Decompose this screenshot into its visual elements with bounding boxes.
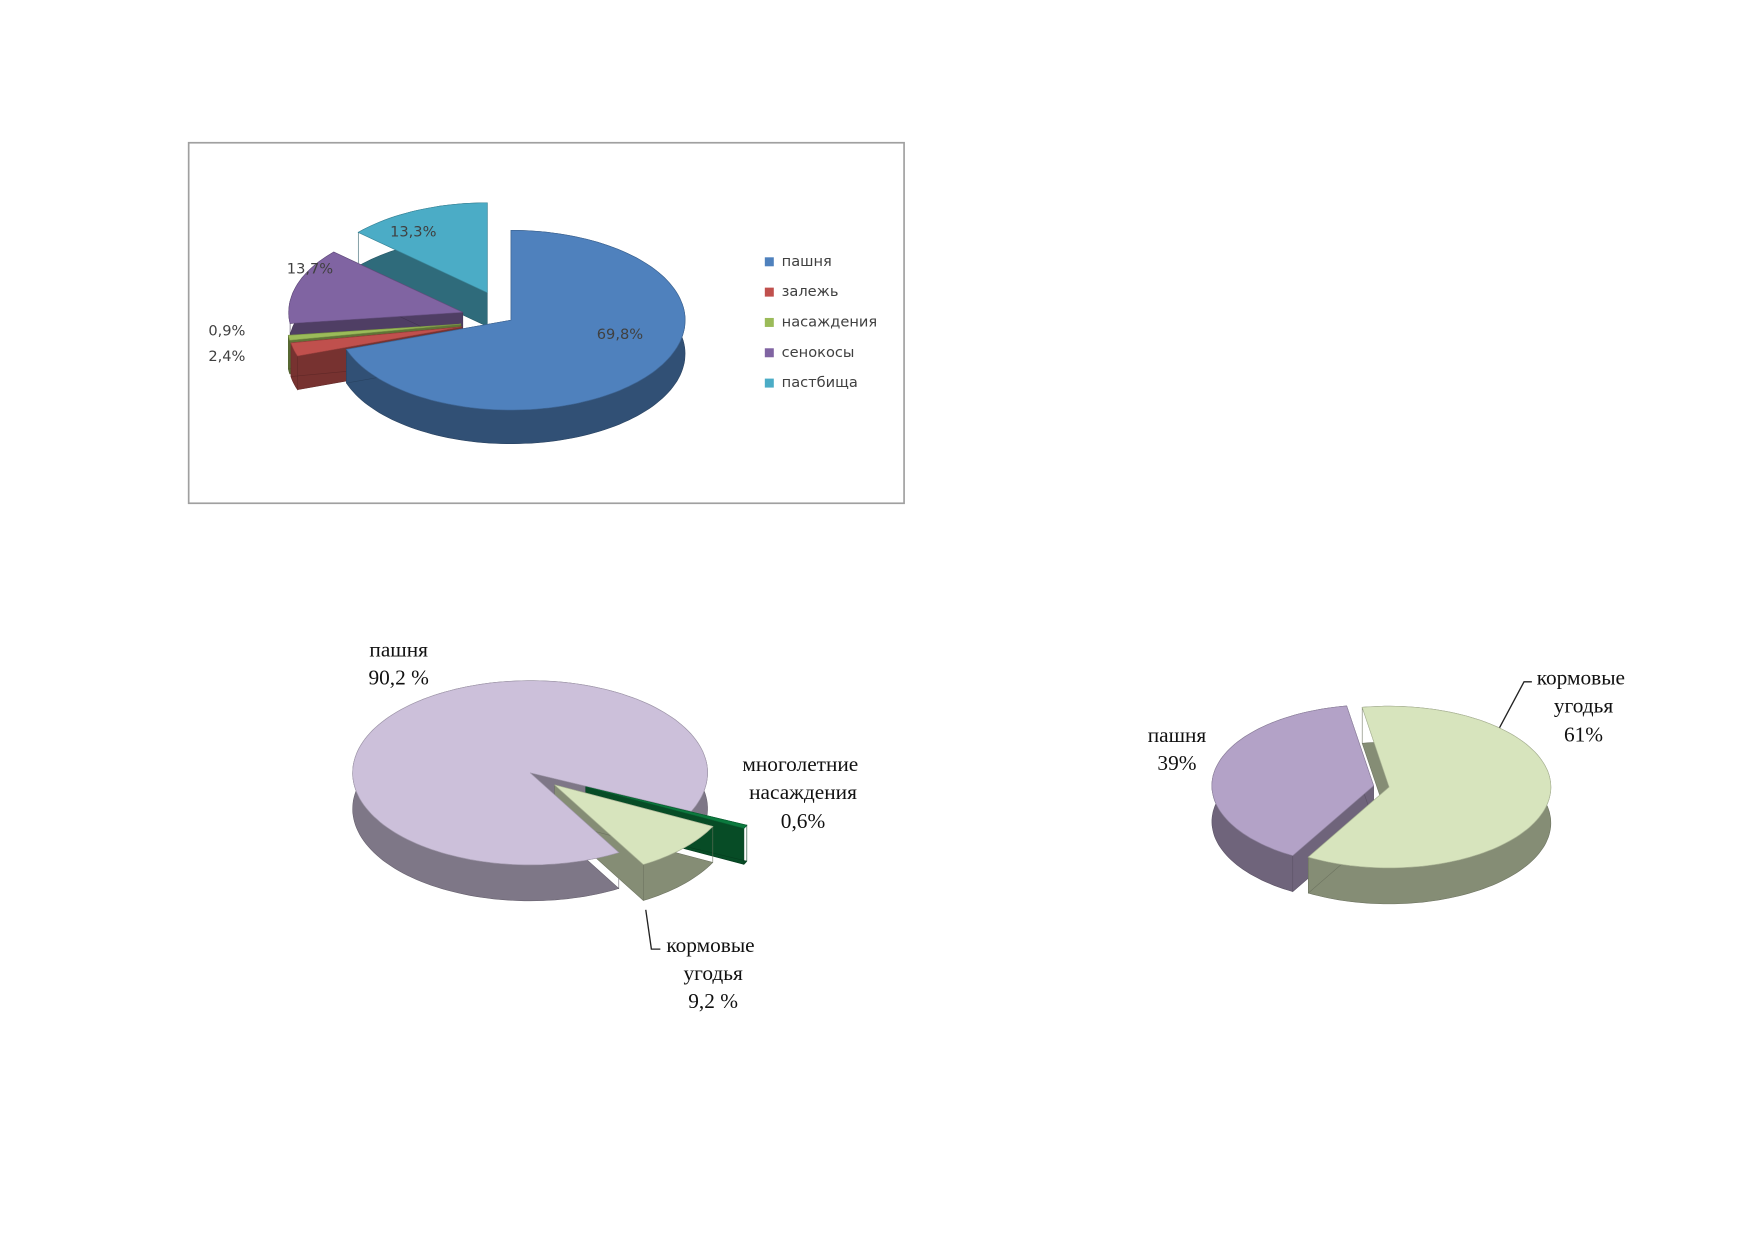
pie-slice (287, 323, 462, 341)
category-label: пашня (1148, 723, 1207, 747)
legend-label: пастбища (782, 374, 858, 391)
legend-marker (764, 378, 774, 388)
value-label: 13,7% (287, 261, 333, 278)
leader-line (1496, 681, 1532, 733)
pie-slice (554, 784, 714, 865)
value-label: 13,3% (390, 224, 436, 241)
value-label: 9,2 % (688, 989, 738, 1013)
leader-line (645, 909, 661, 950)
category-label: кормовые угодья (1537, 665, 1631, 717)
pie-slice (1211, 705, 1375, 857)
value-label: 0,9% (208, 322, 245, 339)
pie-slice (290, 326, 463, 357)
category-label: многолетние насаждения (742, 752, 863, 804)
legend-marker (764, 287, 774, 297)
pie-slice (1307, 705, 1552, 869)
value-label: 2,4% (208, 348, 245, 365)
legend-label: сенокосы (782, 344, 855, 361)
legend-label: насаждения (782, 313, 877, 330)
pie-slice (352, 680, 708, 866)
pie-chart (1211, 705, 1552, 905)
pie-chart (287, 202, 686, 445)
legend-marker (764, 348, 774, 358)
pie-slice (288, 251, 463, 324)
value-label: 61% (1564, 723, 1603, 747)
category-label: пашня (369, 637, 428, 661)
value-label: 90,2 % (368, 665, 429, 689)
value-label: 69,8% (597, 326, 643, 343)
pie-slice (345, 230, 686, 411)
value-label: 39% (1157, 751, 1196, 775)
legend-marker (764, 257, 774, 267)
legend-label: залежь (782, 283, 839, 300)
pie-chart (352, 680, 748, 902)
legend-label: пашня (782, 253, 832, 270)
category-label: кормовые угодья (666, 933, 760, 985)
pie-slice (585, 786, 748, 829)
pie-slice (357, 202, 488, 294)
value-label: 0,6% (781, 809, 826, 833)
legend-marker (764, 317, 774, 327)
